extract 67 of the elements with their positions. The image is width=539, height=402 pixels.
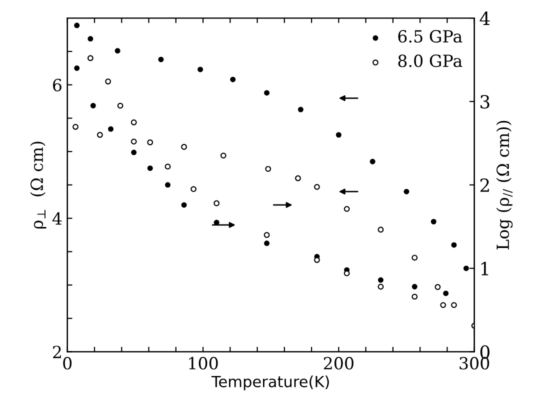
point	[463, 266, 469, 272]
x-tick-label: 100	[189, 356, 218, 370]
point	[72, 124, 78, 130]
y2-tick-label: 1	[481, 262, 488, 276]
y2-tick-label: 0	[480, 345, 490, 359]
point	[96, 132, 103, 138]
y-axis-title: ρ$_{⊥}$ (Ω cm)	[30, 142, 46, 229]
point	[214, 200, 220, 206]
point	[74, 22, 80, 28]
y2-axis-title: Log (ρ$_{//}$ (Ω cm))	[496, 120, 513, 250]
point	[158, 56, 164, 62]
point	[164, 164, 171, 170]
y2-tick-label: 3	[480, 94, 490, 109]
point	[344, 206, 350, 212]
point	[190, 186, 196, 192]
x-tick-label: 200	[324, 356, 354, 370]
x-tick-label: 0	[63, 356, 72, 370]
legend-label: 8.0 GPa	[398, 54, 462, 68]
point	[130, 138, 137, 145]
point	[336, 132, 342, 138]
point	[87, 55, 94, 62]
point	[451, 242, 457, 248]
point	[412, 294, 418, 300]
point	[165, 182, 171, 188]
point	[404, 188, 410, 194]
point	[130, 119, 137, 126]
point	[147, 165, 153, 171]
point	[370, 158, 376, 164]
point	[434, 284, 441, 290]
point	[117, 102, 124, 109]
legend-label: 6.5 GPa	[398, 30, 462, 43]
point	[430, 218, 436, 224]
point	[378, 277, 384, 283]
point	[298, 106, 304, 112]
point	[264, 240, 270, 246]
point	[314, 184, 320, 190]
point	[230, 76, 236, 82]
point	[264, 232, 270, 238]
point	[412, 284, 418, 290]
point	[440, 302, 446, 308]
point	[181, 144, 187, 150]
point	[198, 66, 204, 72]
point	[181, 202, 187, 208]
point	[108, 126, 114, 132]
point	[74, 65, 80, 71]
point	[114, 48, 120, 54]
y-tick-label: 2	[53, 346, 61, 358]
x-axis-title: Temperature(K)	[211, 376, 329, 390]
point	[147, 139, 154, 146]
point	[265, 166, 272, 172]
point	[443, 290, 449, 296]
y2-tick-label: 4	[480, 12, 490, 25]
y-tick-label: 6	[53, 78, 62, 92]
point	[220, 152, 226, 159]
point	[451, 302, 457, 308]
point	[378, 284, 384, 290]
point	[412, 254, 418, 261]
point	[105, 78, 112, 84]
point	[88, 36, 94, 42]
x-tick-label: 300	[460, 356, 490, 370]
point	[131, 150, 137, 156]
point	[295, 175, 301, 182]
y2-tick-label: 2	[480, 178, 489, 192]
point	[90, 102, 96, 108]
point	[378, 226, 384, 233]
y-tick-label: 4	[52, 212, 62, 225]
point	[264, 90, 270, 96]
